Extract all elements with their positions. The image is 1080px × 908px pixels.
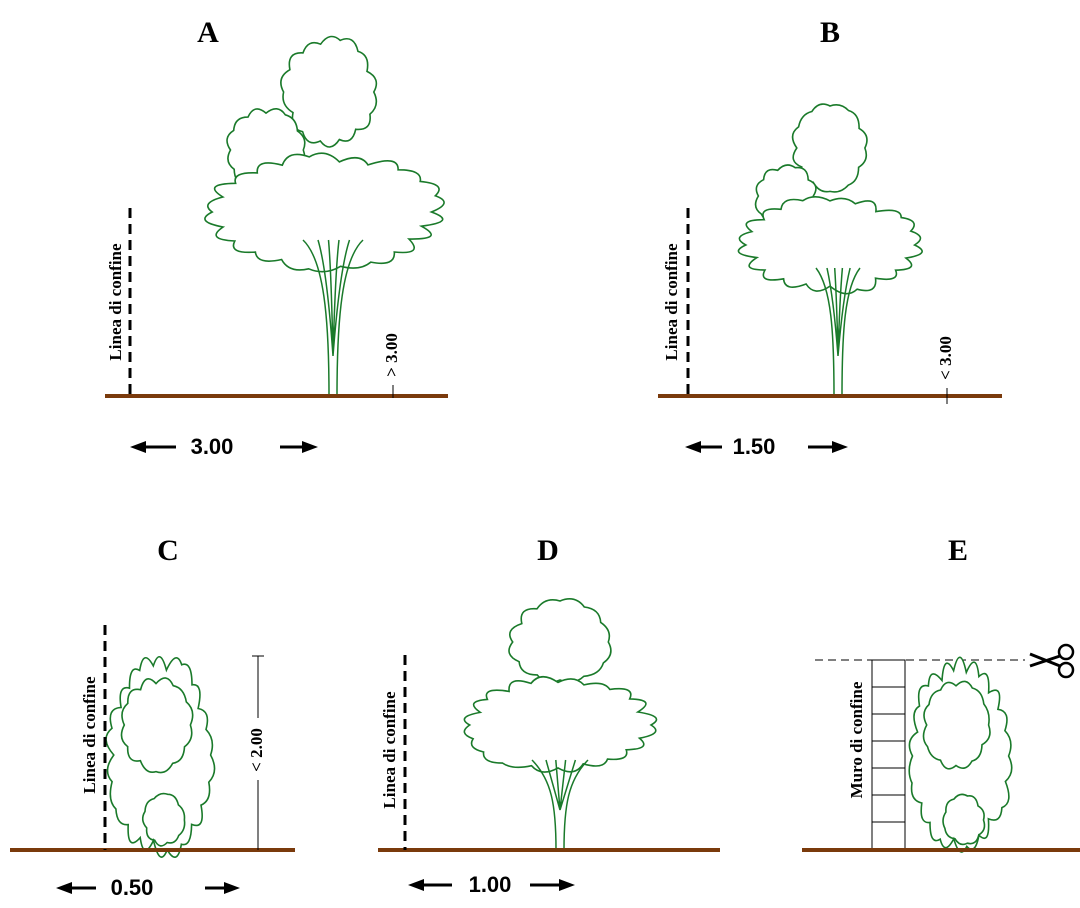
- height-label: > 3.00: [382, 333, 401, 377]
- panel-title: C: [157, 534, 179, 567]
- arrow-head: [130, 441, 146, 453]
- crown: [141, 792, 186, 847]
- crown: [463, 675, 658, 773]
- arrow-head: [685, 441, 701, 453]
- panel-title: D: [537, 534, 559, 567]
- boundary-label: Linea di confine: [106, 243, 125, 361]
- crown: [942, 793, 986, 846]
- crown: [120, 677, 194, 774]
- arrow-head: [832, 441, 848, 453]
- height-label-bg: [248, 718, 268, 780]
- distance-label: 0.50: [111, 875, 154, 900]
- crown: [280, 35, 378, 148]
- crown: [508, 598, 612, 683]
- trunk: [531, 759, 589, 851]
- scissors: [1029, 652, 1061, 668]
- arrow-head: [559, 879, 575, 891]
- crown: [737, 196, 923, 295]
- crown: [204, 152, 445, 273]
- wall: [871, 659, 906, 851]
- distance-label: 3.00: [191, 434, 234, 459]
- panel-title: B: [820, 16, 840, 49]
- arrow-head: [408, 879, 424, 891]
- boundary-label: Linea di confine: [662, 243, 681, 361]
- crown: [908, 656, 1013, 853]
- arrow-head: [302, 441, 318, 453]
- distance-label: 1.00: [469, 872, 512, 897]
- boundary-label: Linea di confine: [380, 691, 399, 809]
- height-label: < 2.00: [247, 728, 266, 772]
- height-label: < 3.00: [936, 336, 955, 380]
- arrow-head: [56, 882, 72, 894]
- wall-label: Muro di confine: [847, 681, 866, 798]
- crown: [105, 656, 216, 858]
- panel-title: E: [948, 534, 968, 567]
- distance-label: 1.50: [733, 434, 776, 459]
- crown: [922, 680, 991, 770]
- scissors: [1057, 661, 1075, 679]
- crown: [791, 103, 868, 193]
- panel-title: A: [197, 16, 219, 49]
- boundary-label: Linea di confine: [80, 676, 99, 794]
- arrow-head: [224, 882, 240, 894]
- scissors: [1057, 643, 1075, 661]
